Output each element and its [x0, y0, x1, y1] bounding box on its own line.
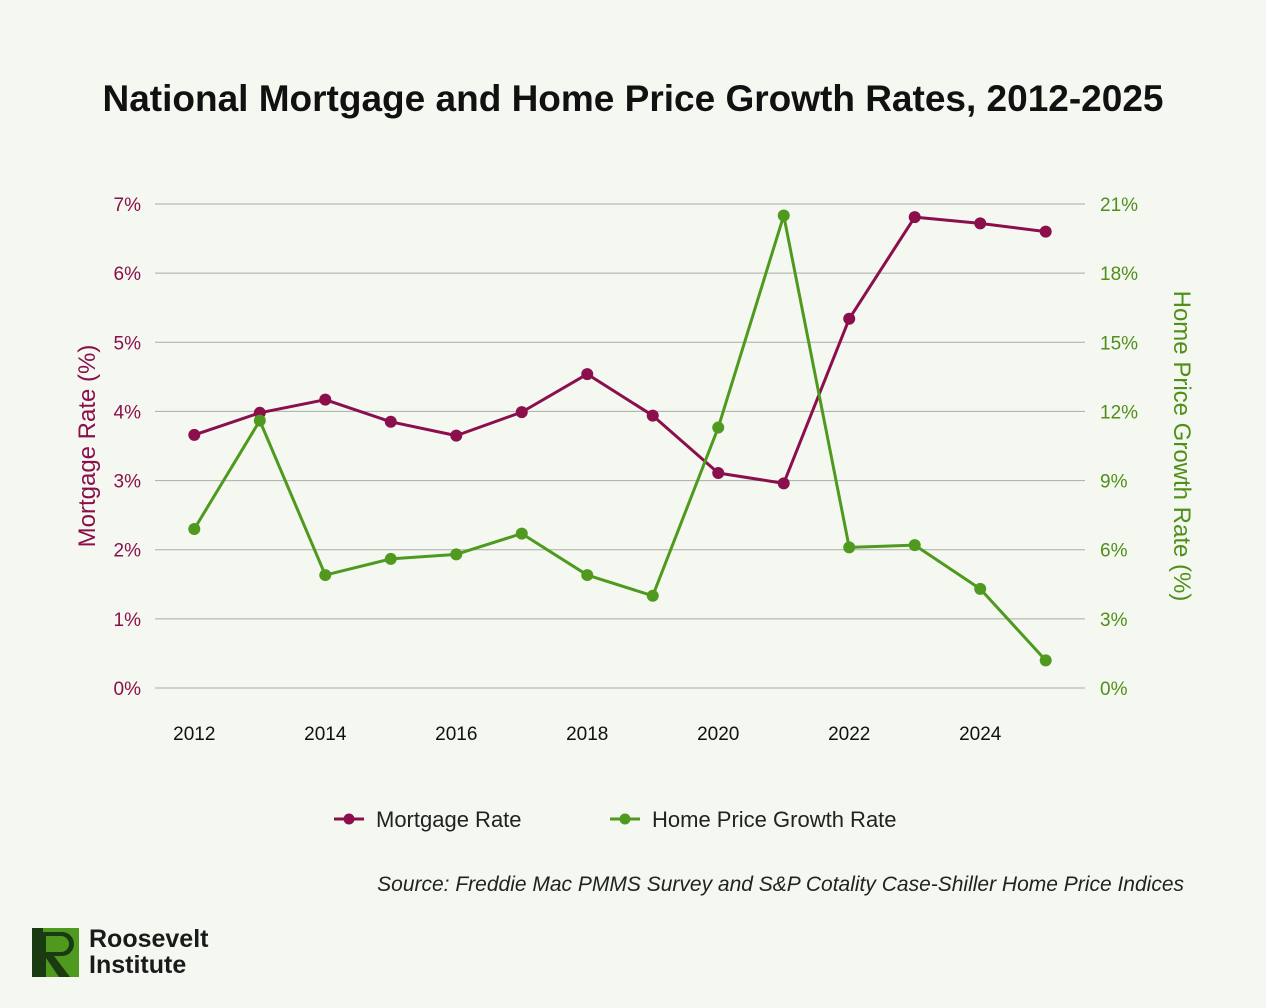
- x-tick-label: 2012: [173, 724, 215, 745]
- data-point: [581, 368, 594, 381]
- right-tick-label: 18%: [1100, 264, 1138, 285]
- data-point: [843, 312, 856, 325]
- data-point: [450, 429, 463, 442]
- data-point: [319, 569, 332, 582]
- left-tick-label: 4%: [114, 402, 142, 423]
- data-point: [908, 539, 921, 552]
- left-tick-label: 0%: [114, 679, 142, 700]
- data-point: [908, 211, 921, 224]
- data-point: [646, 589, 659, 602]
- left-tick-label: 7%: [114, 195, 142, 216]
- legend-item-mortgage: Mortgage Rate: [334, 807, 522, 832]
- series-line: [193, 214, 1047, 662]
- data-point: [188, 522, 201, 535]
- left-tick-label: 5%: [114, 333, 142, 354]
- data-point: [843, 541, 856, 554]
- right-tick-label: 9%: [1100, 472, 1128, 493]
- right-tick-label: 0%: [1100, 679, 1128, 700]
- legend-mortgage-marker: [343, 813, 355, 825]
- data-point: [581, 569, 594, 582]
- data-point: [712, 466, 725, 479]
- data-point: [974, 582, 987, 595]
- left-tick-label: 1%: [114, 610, 142, 631]
- data-point: [974, 217, 987, 230]
- left-tick-label: 3%: [114, 472, 142, 493]
- right-axis-ticks: 0% 3% 6% 9% 12% 15% 18% 21%: [1100, 195, 1138, 700]
- data-point: [384, 415, 397, 428]
- roosevelt-logo: Roosevelt Institute: [32, 926, 208, 978]
- data-point: [1039, 654, 1052, 667]
- x-tick-label: 2018: [566, 724, 608, 745]
- data-point: [712, 421, 725, 434]
- x-axis-ticks: 2012 2014 2016 2018 2020 2022 2024: [173, 724, 1002, 745]
- legend: Mortgage Rate Home Price Growth Rate: [334, 807, 897, 832]
- series-line: [193, 215, 1046, 485]
- roosevelt-r-icon: [32, 927, 79, 977]
- data-point: [253, 414, 266, 427]
- legend-item-home-price: Home Price Growth Rate: [610, 807, 897, 832]
- legend-home-price-label: Home Price Growth Rate: [652, 807, 897, 832]
- right-tick-label: 21%: [1100, 195, 1138, 216]
- data-point: [646, 409, 659, 422]
- data-point: [1039, 225, 1052, 238]
- data-point: [450, 548, 463, 561]
- x-tick-label: 2020: [697, 724, 739, 745]
- right-tick-label: 3%: [1100, 610, 1128, 631]
- data-point: [384, 552, 397, 565]
- chart-title: National Mortgage and Home Price Growth …: [102, 78, 1164, 119]
- line-chart: 0% 1% 2% 3% 4% 5% 6% 7% 0% 3% 6% 9% 12% 15% 18% 21% 20…: [74, 195, 1195, 832]
- data-point: [515, 406, 528, 419]
- logo-text-line2: Institute: [89, 951, 187, 979]
- source-note: Source: Freddie Mac PMMS Survey and S&P …: [377, 873, 1184, 896]
- right-axis-title: Home Price Growth Rate (%): [1168, 291, 1195, 602]
- x-tick-label: 2022: [828, 724, 870, 745]
- logo-text-line1: Roosevelt: [89, 925, 209, 953]
- right-tick-label: 6%: [1100, 541, 1128, 562]
- data-point: [777, 209, 790, 222]
- right-tick-label: 15%: [1100, 333, 1138, 354]
- left-axis-ticks: 0% 1% 2% 3% 4% 5% 6% 7%: [114, 195, 142, 700]
- series-mortgage-rate: [188, 211, 1052, 490]
- data-point: [319, 393, 332, 406]
- data-point: [188, 428, 201, 441]
- left-tick-label: 6%: [114, 264, 142, 285]
- data-point: [777, 477, 790, 490]
- series-home-price-growth: [188, 209, 1052, 667]
- data-point: [515, 527, 528, 540]
- legend-mortgage-label: Mortgage Rate: [376, 807, 522, 832]
- x-tick-label: 2024: [959, 724, 1002, 745]
- grid-lines: [155, 203, 1085, 689]
- left-tick-label: 2%: [114, 541, 142, 562]
- x-tick-label: 2014: [304, 724, 347, 745]
- right-tick-label: 12%: [1100, 402, 1138, 423]
- x-tick-label: 2016: [435, 724, 477, 745]
- series-layer: [188, 209, 1052, 667]
- legend-home-price-marker: [619, 813, 631, 825]
- left-axis-title: Mortgage Rate (%): [74, 345, 101, 548]
